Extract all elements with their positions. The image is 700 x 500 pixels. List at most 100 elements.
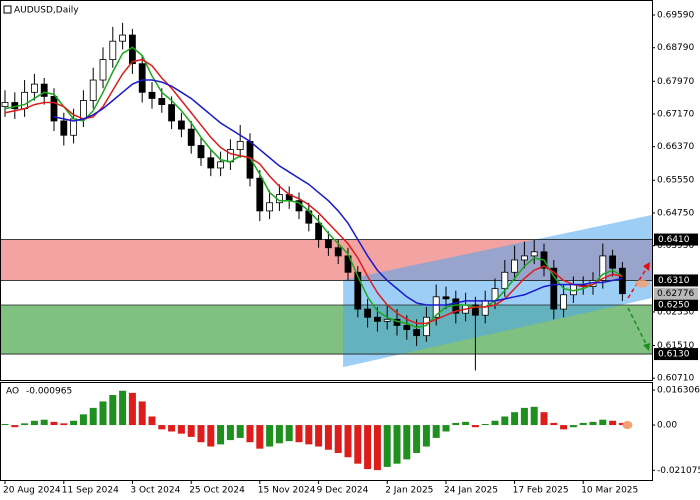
ao-bar <box>373 425 381 471</box>
ao-bar <box>589 421 597 426</box>
candle-body <box>619 267 626 295</box>
candle-body <box>560 294 567 310</box>
candle-body <box>609 255 616 269</box>
candle-body <box>168 104 176 122</box>
candle-body <box>266 202 274 212</box>
x-tick-label: 10 Mar 2025 <box>581 486 638 496</box>
ao-bar <box>158 425 166 430</box>
ao-bar <box>305 425 313 445</box>
candle-body <box>158 98 166 105</box>
y-tick-label: 0.64750 <box>657 208 694 218</box>
chart-title: AUDUSD,Daily <box>14 6 79 16</box>
candle-body <box>324 239 332 249</box>
ao-bar <box>432 425 440 438</box>
ao-bar <box>599 419 607 426</box>
x-tick-label: 20 Aug 2024 <box>3 486 61 496</box>
ao-bar <box>148 416 156 426</box>
candle-body <box>373 316 381 322</box>
ao-bar <box>99 401 107 426</box>
ao-bar <box>501 416 509 426</box>
ao-current: -0.000965 <box>26 387 72 397</box>
ao-bar <box>138 401 146 426</box>
candle-body <box>21 91 29 110</box>
candle-body <box>40 83 48 97</box>
ao-bar <box>1 423 9 426</box>
ao-bar <box>422 425 430 447</box>
ao-bar <box>177 425 185 434</box>
y-tick-label: 0.65550 <box>657 176 694 186</box>
ao-bar <box>520 407 528 426</box>
ao-bar <box>236 425 244 438</box>
ao-bar <box>462 421 470 426</box>
moving-average <box>53 79 623 306</box>
ao-bar <box>285 425 293 442</box>
level-tag <box>654 298 698 311</box>
candle-body <box>30 83 38 93</box>
ao-bar <box>354 425 362 464</box>
candle-body <box>138 63 146 93</box>
candle-body <box>217 161 225 169</box>
up-arrow-head <box>643 262 650 271</box>
ao-bar <box>89 407 97 426</box>
x-tick-label: 3 Oct 2024 <box>130 486 180 496</box>
candle-body <box>109 40 117 60</box>
x-tick-label: 24 Jan 2025 <box>444 486 498 496</box>
ao-bar <box>11 425 19 428</box>
candle-body <box>432 296 440 318</box>
candle-body <box>207 157 215 169</box>
y-tick-label: 0.67170 <box>657 109 694 119</box>
x-tick-label: 11 Sep 2024 <box>62 486 119 496</box>
ao-bar <box>315 425 323 447</box>
x-tick-label: 25 Oct 2024 <box>189 486 245 496</box>
candle-body <box>119 34 126 42</box>
price-label: 0.62776 <box>657 289 694 299</box>
level-tag <box>654 233 698 246</box>
candle-body <box>471 304 479 316</box>
down-arrow-head <box>643 343 650 351</box>
candle-body <box>89 79 97 101</box>
ao-bar <box>344 425 352 458</box>
ao-bar <box>246 425 254 443</box>
ao-frame <box>0 382 653 481</box>
up-arrow <box>627 265 649 299</box>
candle-body <box>148 91 156 99</box>
ao-bar <box>119 390 127 426</box>
candle-body <box>197 145 205 159</box>
candle-body <box>550 267 558 310</box>
ao-name: AO <box>6 387 19 397</box>
ao-bar <box>256 425 264 449</box>
moving-average <box>4 58 623 325</box>
x-tick-label: 15 Nov 2024 <box>258 486 316 496</box>
ao-bar <box>452 422 460 426</box>
ao-bar <box>471 425 479 428</box>
ao-bar <box>550 422 558 426</box>
candle-body <box>364 308 372 318</box>
x-tick-label: 9 Dec 2024 <box>317 486 369 496</box>
current-marker <box>635 279 649 288</box>
price-frame <box>0 0 653 381</box>
y-tick-label: 0.60710 <box>657 374 694 384</box>
candle-body <box>403 325 411 330</box>
level-label: 0.6310 <box>658 276 690 286</box>
ao-bar <box>569 425 577 428</box>
candle-body <box>236 140 244 150</box>
candle-body <box>50 96 58 122</box>
candle-body <box>187 128 195 146</box>
candle-body <box>521 255 528 261</box>
ao-bar <box>560 425 568 430</box>
candle-body <box>354 271 362 310</box>
ao-bar <box>442 425 450 432</box>
ao-bar <box>109 395 117 426</box>
ao-bar <box>30 420 38 426</box>
ao-bar <box>334 425 342 453</box>
ao-bar <box>168 425 176 432</box>
candle-body <box>80 100 87 120</box>
y-tick-label: 0.66370 <box>657 142 694 152</box>
ao-bar <box>217 425 225 445</box>
ao-bar <box>266 425 274 447</box>
y-tick-label: 0.63950 <box>657 241 694 251</box>
candle-body <box>501 271 509 290</box>
candle-body <box>530 251 538 257</box>
symbol-icon <box>3 5 12 14</box>
ao-bar <box>618 422 626 426</box>
